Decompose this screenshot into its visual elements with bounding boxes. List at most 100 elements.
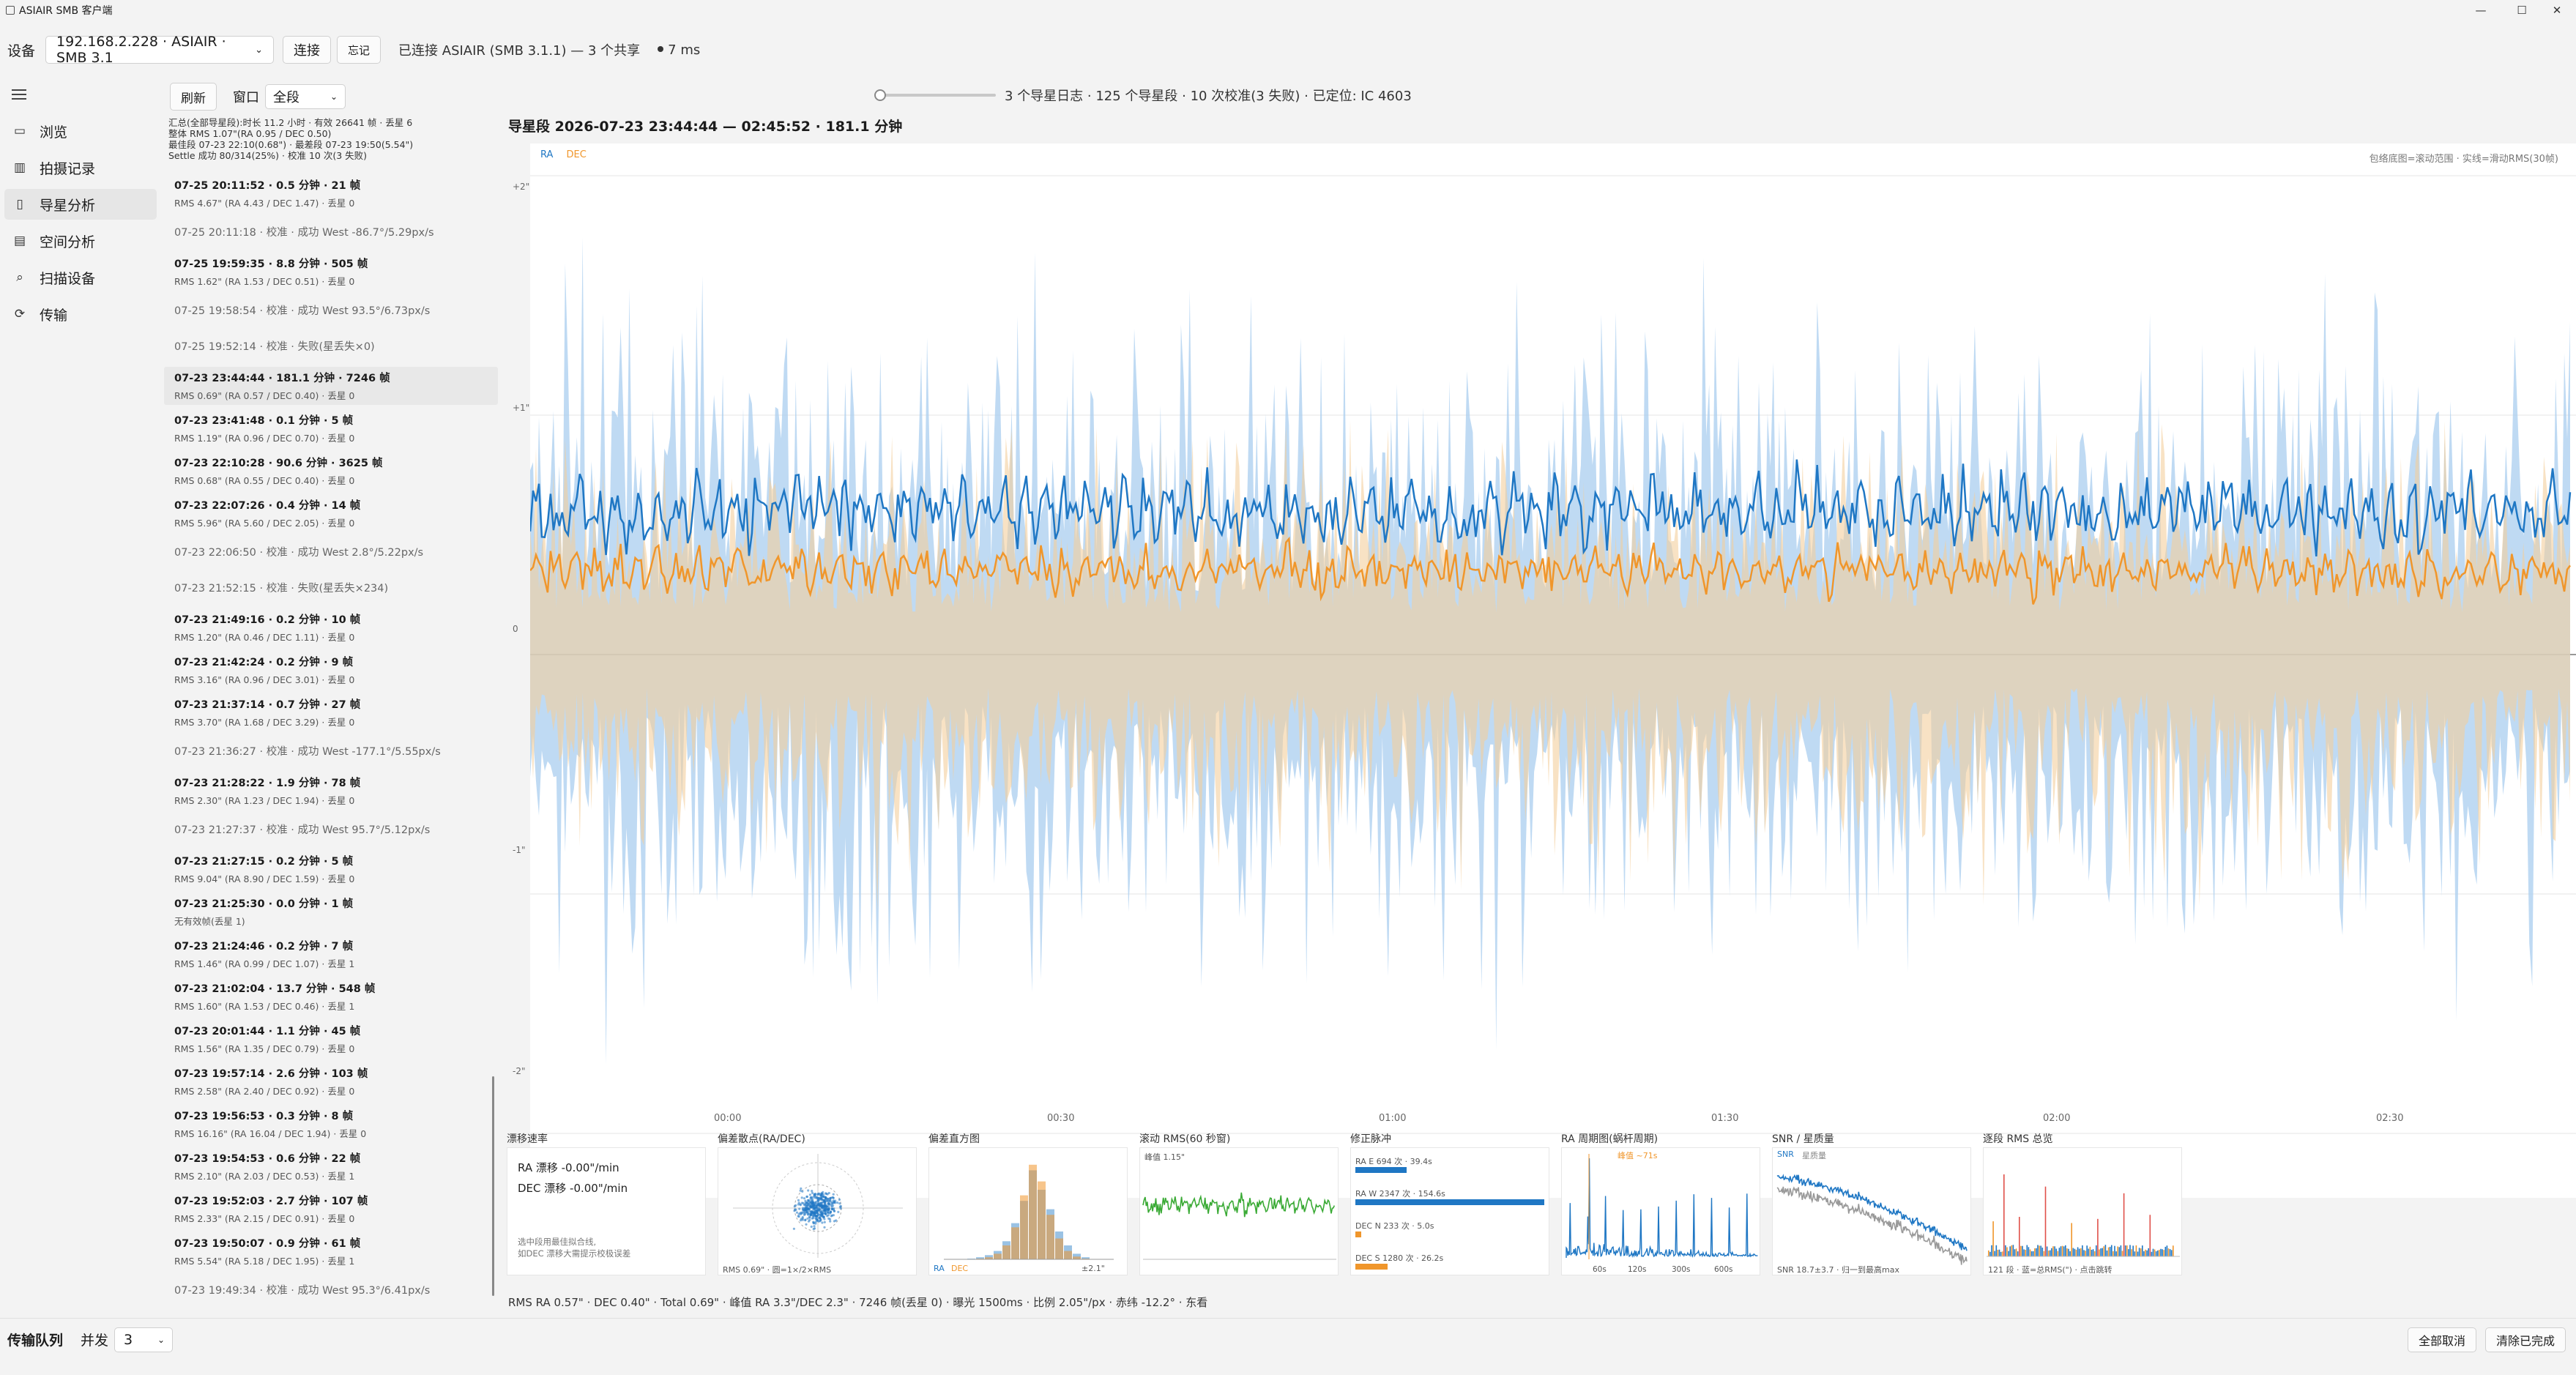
- nav-item-5[interactable]: ⟳ 传输: [4, 299, 157, 329]
- session-item[interactable]: 07-23 21:37:14 · 0.7 分钟 · 27 帧 RMS 3.70" …: [164, 693, 498, 731]
- segment-rms-bar[interactable]: [2047, 1251, 2050, 1256]
- segment-rms-bar[interactable]: [2097, 1218, 2099, 1256]
- segment-rms-bar[interactable]: [1988, 1250, 1989, 1256]
- segment-rms-bar[interactable]: [2159, 1250, 2160, 1256]
- segment-rms-bar[interactable]: [2029, 1249, 2031, 1256]
- segment-rms-bar[interactable]: [2040, 1245, 2041, 1256]
- segment-rms-bar[interactable]: [2072, 1248, 2074, 1256]
- segment-rms-bar[interactable]: [2109, 1246, 2111, 1256]
- progress-slider[interactable]: [874, 89, 996, 101]
- segment-rms-bar[interactable]: [2014, 1249, 2016, 1256]
- segment-rms-bar[interactable]: [2146, 1250, 2148, 1256]
- segment-rms-bar[interactable]: [2022, 1245, 2023, 1256]
- segment-rms-bar[interactable]: [2106, 1250, 2108, 1256]
- session-item[interactable]: 07-23 21:42:24 · 0.2 分钟 · 9 帧 RMS 3.16" (…: [164, 651, 498, 689]
- segment-rms-bar[interactable]: [2001, 1251, 2003, 1256]
- segment-rms-bar[interactable]: [2132, 1245, 2134, 1256]
- segment-rms-bar[interactable]: [1997, 1249, 1999, 1256]
- session-item[interactable]: 07-23 21:25:30 · 0.0 分钟 · 1 帧无有效帧(丢星 1): [164, 893, 498, 931]
- segment-rms-bar[interactable]: [2134, 1251, 2136, 1256]
- session-list-scrollbar[interactable]: [492, 1076, 494, 1296]
- segment-rms-bar[interactable]: [2041, 1247, 2044, 1256]
- segment-rms-bar[interactable]: [2093, 1251, 2096, 1256]
- segment-rms-bar[interactable]: [2170, 1250, 2173, 1256]
- segment-rms-bar[interactable]: [2052, 1246, 2054, 1256]
- segment-rms-bar[interactable]: [2071, 1223, 2072, 1256]
- segment-rms-bar[interactable]: [2142, 1245, 2143, 1256]
- segment-rms-bar[interactable]: [2163, 1250, 2164, 1256]
- session-item[interactable]: 07-23 21:02:04 · 13.7 分钟 · 548 帧 RMS 1.60…: [164, 977, 498, 1016]
- nav-item-0[interactable]: ▭ 浏览: [4, 116, 157, 146]
- segment-rms-bar[interactable]: [2077, 1247, 2079, 1256]
- calibration-item[interactable]: 07-23 19:49:34 · 校准 · 成功 West 95.3°/6.41…: [164, 1275, 498, 1303]
- session-item[interactable]: 07-23 21:24:46 · 0.2 分钟 · 7 帧 RMS 1.46" (…: [164, 935, 498, 973]
- session-item[interactable]: 07-25 20:11:52 · 0.5 分钟 · 21 帧 RMS 4.67" …: [164, 174, 498, 212]
- device-select[interactable]: 192.168.2.228 · ASIAIR · SMB 3.1 ⌄: [45, 34, 275, 66]
- segment-rms-bar[interactable]: [2008, 1251, 2009, 1256]
- segment-rms-bar[interactable]: [2111, 1245, 2112, 1256]
- session-item[interactable]: 07-23 19:57:14 · 2.6 分钟 · 103 帧 RMS 2.58"…: [164, 1062, 498, 1100]
- segment-rms-bar[interactable]: [2000, 1251, 2002, 1256]
- calibration-item[interactable]: 07-25 19:58:54 · 校准 · 成功 West 93.5°/6.73…: [164, 295, 498, 323]
- segment-rms-bar[interactable]: [2107, 1247, 2110, 1256]
- concurrency-select[interactable]: 3 ⌄: [114, 1327, 174, 1352]
- segment-rms-bar[interactable]: [2152, 1248, 2154, 1256]
- refresh-button[interactable]: 刷新: [170, 83, 217, 111]
- segment-rms-bar[interactable]: [2082, 1245, 2083, 1256]
- session-item[interactable]: 07-23 22:07:26 · 0.4 分钟 · 14 帧 RMS 5.96" …: [164, 494, 498, 532]
- calibration-item[interactable]: 07-23 21:27:37 · 校准 · 成功 West 95.7°/5.12…: [164, 814, 498, 842]
- segment-rms-bar[interactable]: [2074, 1248, 2076, 1256]
- segment-rms-bar[interactable]: [2012, 1245, 2014, 1256]
- segment-rms-bar[interactable]: [2069, 1251, 2071, 1256]
- segment-rms-bar[interactable]: [2023, 1249, 2025, 1256]
- session-item[interactable]: 07-23 20:01:44 · 1.1 分钟 · 45 帧 RMS 1.56" …: [164, 1020, 498, 1058]
- segment-rms-bar[interactable]: [2155, 1251, 2157, 1256]
- segment-rms-bar[interactable]: [2039, 1245, 2040, 1256]
- segment-rms-bar[interactable]: [2050, 1250, 2051, 1256]
- minimize-button[interactable]: —: [2475, 4, 2487, 17]
- segment-rms-bar[interactable]: [2032, 1251, 2034, 1256]
- segment-rms-bar[interactable]: [2009, 1246, 2011, 1256]
- nav-item-1[interactable]: ▥ 拍摄记录: [4, 152, 157, 183]
- close-button[interactable]: ✕: [2552, 4, 2562, 17]
- session-item[interactable]: 07-23 21:49:16 · 0.2 分钟 · 10 帧 RMS 1.20" …: [164, 608, 498, 646]
- session-item[interactable]: 07-23 19:56:53 · 0.3 分钟 · 8 帧 RMS 16.16" …: [164, 1105, 498, 1143]
- segment-rms-bar[interactable]: [2160, 1248, 2162, 1256]
- calibration-item[interactable]: 07-23 21:52:15 · 校准 · 失败(星丢失×234): [164, 573, 498, 600]
- segment-rms-bar[interactable]: [2112, 1251, 2114, 1256]
- session-item[interactable]: 07-23 21:27:15 · 0.2 分钟 · 5 帧 RMS 9.04" (…: [164, 850, 498, 888]
- segment-rms-bar[interactable]: [2135, 1245, 2137, 1256]
- calibration-item[interactable]: 07-25 19:52:14 · 校准 · 失败(星丢失×0): [164, 331, 498, 359]
- segment-rms-bar[interactable]: [2085, 1251, 2086, 1256]
- segment-rms-bar[interactable]: [2104, 1245, 2107, 1256]
- window-select[interactable]: 全段 ⌄: [265, 84, 346, 109]
- segment-rms-bar[interactable]: [2005, 1245, 2006, 1256]
- segment-rms-bar[interactable]: [2068, 1248, 2069, 1256]
- segment-rms-bar[interactable]: [2080, 1248, 2082, 1256]
- segment-rms-bar[interactable]: [2058, 1248, 2061, 1256]
- segment-rms-bar[interactable]: [2054, 1246, 2055, 1256]
- segment-rms-bar[interactable]: [2065, 1245, 2066, 1256]
- segment-rms-bar[interactable]: [1998, 1249, 2000, 1256]
- segment-rms-bar[interactable]: [2126, 1245, 2128, 1256]
- segment-rms-bar[interactable]: [2120, 1245, 2122, 1256]
- guide-chart[interactable]: RA DEC 包络底图=滚动范围 · 实线=滑动RMS(30帧): [530, 144, 2576, 1198]
- segment-rms-bar[interactable]: [2057, 1251, 2059, 1256]
- session-item[interactable]: 07-23 22:10:28 · 90.6 分钟 · 3625 帧 RMS 0.6…: [164, 452, 498, 490]
- segment-rms-bar[interactable]: [2117, 1246, 2118, 1256]
- segment-rms-bar[interactable]: [2121, 1251, 2123, 1256]
- segment-rms-bar[interactable]: [2019, 1217, 2020, 1256]
- segment-rms-bar[interactable]: [2051, 1248, 2052, 1256]
- segment-rms-bar[interactable]: [2017, 1251, 2019, 1256]
- connect-button[interactable]: 连接: [283, 36, 332, 64]
- segment-rms-bar[interactable]: [2164, 1246, 2167, 1256]
- segment-rms-bar[interactable]: [2100, 1248, 2102, 1256]
- segment-rms-bar[interactable]: [2137, 1251, 2139, 1256]
- nav-item-4[interactable]: ⌕ 扫描设备: [4, 262, 157, 293]
- segment-rms-bar[interactable]: [2167, 1248, 2170, 1256]
- segment-rms-bar[interactable]: [2055, 1248, 2057, 1256]
- segment-rms-bar[interactable]: [2166, 1245, 2168, 1256]
- segment-rms-bar[interactable]: [2103, 1246, 2105, 1256]
- nav-item-3[interactable]: ▤ 空间分析: [4, 226, 157, 256]
- segment-rms-bar[interactable]: [2088, 1248, 2090, 1256]
